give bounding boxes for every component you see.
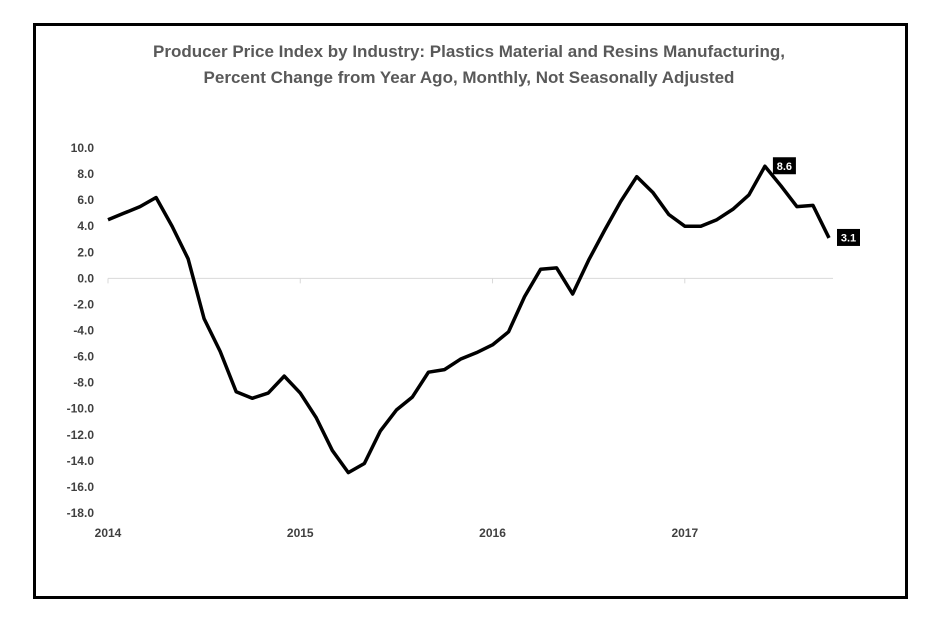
chart-title: Producer Price Index by Industry: Plasti… xyxy=(153,42,785,87)
y-tick-label: 2.0 xyxy=(77,245,94,259)
y-tick-label: 0.0 xyxy=(77,271,94,285)
y-tick-label: 8.0 xyxy=(77,167,94,181)
chart-title-line-1: Producer Price Index by Industry: Plasti… xyxy=(153,42,785,61)
y-tick-label: -8.0 xyxy=(73,376,94,390)
y-tick-label: -4.0 xyxy=(73,324,94,338)
y-axis: 10.0 8.0 6.0 4.0 2.0 0.0 -2.0 -4.0 -6.0 -8.0 -10.0… xyxy=(67,141,95,520)
data-label-box xyxy=(772,157,796,175)
y-tick-label: -16.0 xyxy=(67,480,95,494)
x-axis: 2014 2015 2016 2017 xyxy=(95,278,698,540)
annotation-layer: 8.6 3.1 xyxy=(772,157,860,246)
x-tick-label: 2016 xyxy=(479,526,506,540)
y-tick-label: 10.0 xyxy=(71,141,95,155)
data-label: 8.6 xyxy=(772,157,796,175)
data-label-box xyxy=(837,228,860,246)
y-tick-label: -6.0 xyxy=(73,350,94,364)
y-tick-label: -10.0 xyxy=(67,402,95,416)
x-tick-label: 2014 xyxy=(95,526,122,540)
y-tick-label: -12.0 xyxy=(67,428,95,442)
data-label-text: 3.1 xyxy=(841,232,856,244)
series-layer xyxy=(107,164,831,475)
data-label: 3.1 xyxy=(837,228,860,246)
y-tick-label: 6.0 xyxy=(77,193,94,207)
chart-frame: Producer Price Index by Industry: Plasti… xyxy=(33,23,908,599)
y-tick-label: -14.0 xyxy=(67,454,95,468)
y-tick-label: -18.0 xyxy=(67,506,95,520)
data-label-text: 8.6 xyxy=(777,161,792,173)
series-line xyxy=(107,164,831,475)
x-tick-label: 2015 xyxy=(287,526,314,540)
chart-title-line-2: Percent Change from Year Ago, Monthly, N… xyxy=(204,68,735,87)
line-chart: Producer Price Index by Industry: Plasti… xyxy=(67,42,860,540)
x-tick-label: 2017 xyxy=(671,526,698,540)
y-tick-label: -2.0 xyxy=(73,297,94,311)
y-tick-label: 4.0 xyxy=(77,219,94,233)
